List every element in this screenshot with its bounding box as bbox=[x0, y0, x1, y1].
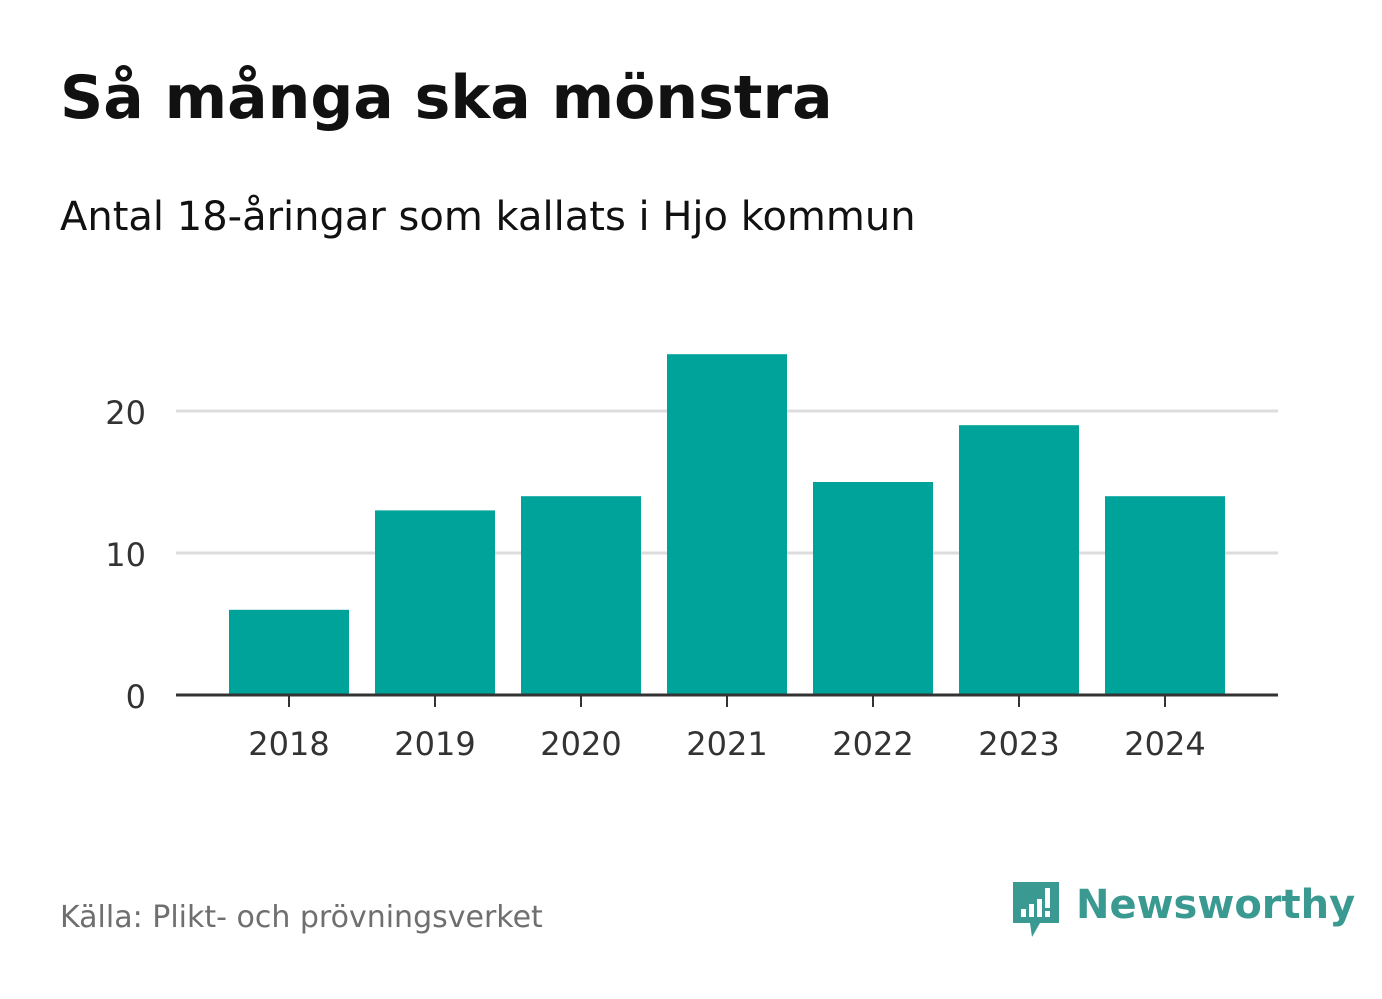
bar-2021 bbox=[667, 354, 787, 695]
brand-logo: Newsworthy bbox=[1010, 878, 1355, 942]
x-tick-label: 2018 bbox=[248, 725, 329, 763]
bar-2024 bbox=[1105, 496, 1225, 695]
y-tick-label: 10 bbox=[105, 536, 146, 574]
x-tick-label: 2024 bbox=[1124, 725, 1205, 763]
bar-2023 bbox=[959, 425, 1079, 695]
bar-2022 bbox=[813, 482, 933, 695]
brand-name: Newsworthy bbox=[1076, 882, 1356, 928]
x-tick-label: 2020 bbox=[540, 725, 621, 763]
x-tick-label: 2022 bbox=[832, 725, 913, 763]
bar-2020 bbox=[521, 496, 641, 695]
source-note: Källa: Plikt- och prövningsverket bbox=[60, 900, 543, 935]
x-tick-label: 2019 bbox=[394, 725, 475, 763]
newsworthy-logo-icon bbox=[1013, 882, 1059, 937]
chart-title: Så många ska mönstra bbox=[60, 63, 833, 133]
y-tick-label: 20 bbox=[105, 394, 146, 432]
chart-subtitle: Antal 18-åringar som kallats i Hjo kommu… bbox=[60, 194, 916, 240]
y-tick-label: 0 bbox=[126, 678, 146, 716]
x-tick-label: 2021 bbox=[686, 725, 767, 763]
bar-2019 bbox=[375, 510, 495, 695]
bar-2018 bbox=[229, 609, 349, 695]
x-tick-label: 2023 bbox=[978, 725, 1059, 763]
